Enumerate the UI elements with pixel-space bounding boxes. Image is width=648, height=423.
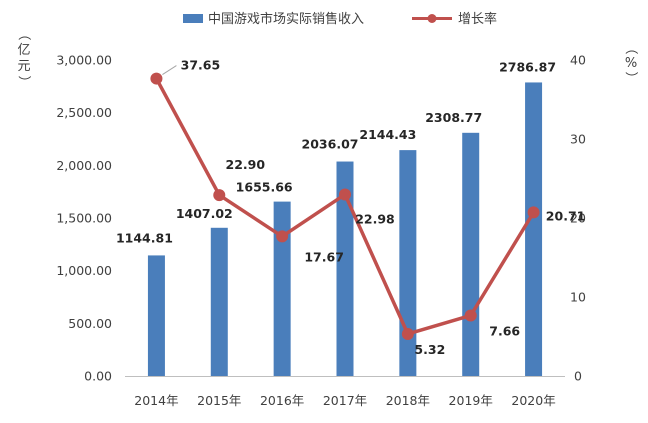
y-left-tick-label: 0.00 [84, 369, 112, 384]
legend-label-line: 增长率 [458, 11, 497, 27]
bar-data-label: 1655.66 [236, 180, 293, 195]
y-left-tick-label: 1,000.00 [56, 263, 112, 278]
y-right-tick-label: 40 [570, 53, 586, 68]
legend-label-bar: 中国游戏市场实际销售收入 [208, 11, 364, 27]
line-data-label: 37.65 [181, 58, 221, 73]
line-data-labels: 37.65 22.90 17.67 22.98 5.32 7.66 20.71 [162, 58, 585, 357]
y-right-tick-label: 10 [570, 290, 586, 305]
line-data-label: 17.67 [304, 249, 344, 264]
legend-swatch-marker [427, 14, 437, 23]
line-series [150, 72, 540, 340]
y-left-title-char: ） [16, 75, 31, 88]
bar-series [147, 82, 543, 376]
x-tick-label: 2020年 [511, 393, 555, 408]
y-left-tick-label: 2,000.00 [56, 158, 112, 173]
line-data-label: 22.90 [226, 157, 266, 172]
line-marker [464, 309, 477, 322]
bar-data-label: 2786.87 [499, 59, 556, 74]
line-data-label: 5.32 [414, 342, 445, 357]
x-tick-label: 2014年 [134, 393, 178, 408]
y-left-axis-title: （ 亿元） [16, 27, 31, 88]
y-left-tick-label: 2,500.00 [56, 105, 112, 120]
y-left-tick-label: 3,000.00 [56, 53, 112, 68]
y-right-title-char: % [625, 56, 637, 71]
x-tick-label: 2017年 [323, 393, 367, 408]
line-marker [339, 188, 351, 201]
x-tick-label: 2016年 [260, 393, 304, 408]
bar-data-label: 1144.81 [116, 230, 173, 245]
bar [525, 82, 543, 376]
y-left-title-char: 元 [17, 59, 30, 74]
bar [462, 132, 480, 376]
y-left-tick-label: 1,500.00 [56, 211, 112, 226]
y-right-tick-label: 30 [570, 132, 586, 147]
line-marker [527, 206, 540, 219]
y-left-title-char: （ [16, 27, 31, 40]
label-leader-line [162, 65, 177, 75]
legend-swatch-bar [183, 14, 203, 23]
bar [210, 227, 228, 376]
y-left-tick-label: 500.00 [68, 316, 112, 331]
y-right-axis-title: （%） [623, 41, 638, 84]
x-tick-label: 2019年 [449, 393, 493, 408]
x-tick-label: 2015年 [197, 393, 241, 408]
y-right-axis: 0 10 20 30 40 [570, 53, 586, 384]
line-marker [213, 189, 226, 202]
bar [147, 255, 165, 376]
y-right-tick-label: 20 [570, 211, 586, 226]
bar-data-label: 2036.07 [302, 137, 359, 152]
line-data-label: 22.98 [355, 211, 395, 226]
bar [399, 150, 417, 376]
y-left-title-char: 亿 [17, 43, 30, 58]
bar-data-label: 1407.02 [176, 206, 233, 221]
x-tick-label: 2018年 [386, 393, 430, 408]
line-marker [401, 327, 414, 340]
x-axis: 2014年 2015年 2016年 2017年 2018年 2019年 2020年 [134, 393, 555, 408]
line-marker [150, 72, 163, 85]
line-marker [276, 230, 289, 243]
y-right-title-char: ） [623, 71, 638, 84]
bar-data-label: 2308.77 [425, 110, 482, 125]
bar [273, 201, 291, 376]
y-right-title-char: （ [623, 41, 638, 54]
bar-data-label: 2144.43 [359, 127, 416, 142]
line-data-label: 20.71 [546, 208, 586, 223]
y-left-axis: 0.00 500.00 1,000.00 1,500.00 2,000.00 2,500.… [56, 53, 112, 384]
legend: 中国游戏市场实际销售收入 增长率 [183, 11, 497, 27]
line-data-label: 7.66 [489, 323, 520, 338]
bar [336, 161, 354, 376]
y-right-tick-label: 0 [574, 369, 582, 384]
